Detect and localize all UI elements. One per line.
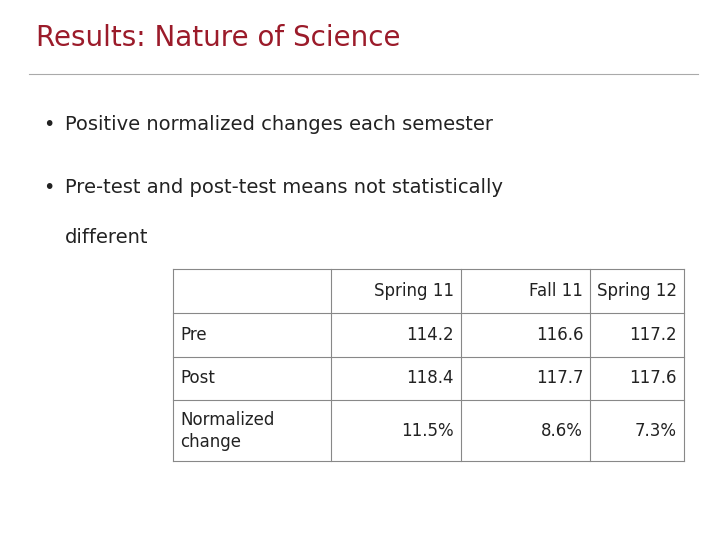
Text: •: • bbox=[43, 116, 55, 134]
Text: •: • bbox=[43, 178, 55, 197]
Text: 7.3%: 7.3% bbox=[635, 422, 677, 440]
Text: Spring 12: Spring 12 bbox=[597, 282, 677, 300]
Text: Positive normalized changes each semester: Positive normalized changes each semeste… bbox=[65, 116, 492, 134]
Text: Pre-test and post-test means not statistically: Pre-test and post-test means not statist… bbox=[65, 178, 503, 197]
Text: 118.4: 118.4 bbox=[406, 369, 454, 387]
Text: Fall 11: Fall 11 bbox=[529, 282, 583, 300]
Text: Post: Post bbox=[180, 369, 215, 387]
Text: Results: Nature of Science: Results: Nature of Science bbox=[36, 24, 400, 52]
Text: different: different bbox=[65, 228, 148, 247]
Text: 8.6%: 8.6% bbox=[541, 422, 583, 440]
Text: 114.2: 114.2 bbox=[406, 326, 454, 343]
Text: 11.5%: 11.5% bbox=[401, 422, 454, 440]
Text: Pre: Pre bbox=[180, 326, 207, 343]
Text: 117.7: 117.7 bbox=[536, 369, 583, 387]
Text: 116.6: 116.6 bbox=[536, 326, 583, 343]
Text: Spring 11: Spring 11 bbox=[374, 282, 454, 300]
Text: change: change bbox=[180, 433, 241, 451]
Text: Normalized: Normalized bbox=[180, 411, 274, 429]
Text: IOWA STATE UNIVERSITY: IOWA STATE UNIVERSITY bbox=[22, 501, 252, 519]
Text: 117.2: 117.2 bbox=[629, 326, 677, 343]
Text: 117.6: 117.6 bbox=[629, 369, 677, 387]
Text: Department of Geological and Atmospheric Sciences: Department of Geological and Atmospheric… bbox=[288, 503, 655, 517]
